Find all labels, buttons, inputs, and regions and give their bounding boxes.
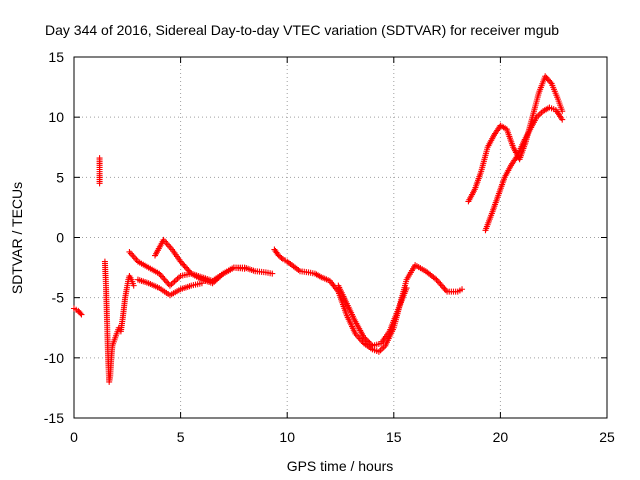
- data-point: [181, 263, 188, 270]
- plot-frame: [73, 56, 608, 419]
- x-tick-label: 0: [70, 429, 78, 445]
- data-point: [174, 275, 181, 282]
- data-point: [363, 337, 370, 344]
- series-seg-loopb: [134, 276, 205, 299]
- series-seg-trackb: [152, 236, 248, 284]
- data-point: [438, 282, 445, 289]
- data-point: [278, 254, 285, 261]
- y-tick-label: 15: [48, 49, 64, 65]
- data-point: [441, 285, 448, 292]
- x-tick-label: 20: [493, 429, 509, 445]
- data-point: [362, 335, 369, 342]
- data-point: [78, 311, 85, 318]
- chart-title: Day 344 of 2016, Sidereal Day-to-day VTE…: [45, 22, 559, 38]
- series-seg-late2: [482, 104, 566, 234]
- data-point: [180, 261, 187, 268]
- x-tick-label: 15: [386, 429, 402, 445]
- data-point: [365, 338, 372, 345]
- data-point: [96, 180, 103, 187]
- series-seg-late1: [465, 73, 566, 205]
- x-tick-label: 10: [279, 429, 295, 445]
- data-point: [162, 278, 169, 285]
- data-point: [158, 273, 165, 280]
- data-point: [437, 281, 444, 288]
- data-point: [368, 341, 375, 348]
- x-tick-label: 25: [599, 429, 615, 445]
- data-point: [436, 279, 443, 286]
- data-point: [366, 339, 373, 346]
- data-point: [166, 282, 173, 289]
- y-tick-label: -10: [44, 350, 64, 366]
- data-point: [77, 310, 84, 317]
- data-point: [360, 334, 367, 341]
- series-seg-midb: [335, 282, 410, 349]
- grid: [74, 57, 607, 418]
- data-point: [543, 74, 550, 81]
- data-point: [403, 285, 410, 292]
- data-point: [440, 284, 447, 291]
- data-point: [459, 286, 466, 293]
- data-points: [71, 73, 566, 385]
- data-point: [171, 278, 178, 285]
- data-point: [547, 79, 554, 86]
- data-point: [559, 108, 566, 115]
- y-tick-label: -5: [52, 290, 65, 306]
- series-seg-spike: [96, 155, 103, 187]
- y-tick-label: -15: [44, 410, 64, 426]
- y-tick-label: 5: [56, 169, 64, 185]
- data-point: [442, 287, 449, 294]
- data-point: [169, 279, 176, 286]
- x-axis-label: GPS time / hours: [287, 458, 394, 474]
- data-point: [173, 277, 180, 284]
- data-point: [559, 116, 566, 123]
- data-point: [182, 264, 189, 271]
- data-point: [130, 282, 137, 289]
- y-tick-label: 10: [48, 109, 64, 125]
- data-point: [269, 270, 276, 277]
- series-seg-mid: [271, 246, 466, 355]
- data-point: [434, 278, 441, 285]
- data-point: [544, 76, 551, 83]
- series-seg-start: [71, 305, 85, 318]
- data-point: [198, 280, 205, 287]
- series-seg-dip: [101, 258, 137, 385]
- data-point: [542, 73, 549, 80]
- data-point: [160, 275, 167, 282]
- y-axis-label: SDTVAR / TECUs: [9, 182, 25, 294]
- x-tick-label: 5: [177, 429, 185, 445]
- axis-ticks: 0 5 10 15 20 25 -15 -10 -5 0 5 10 15: [44, 49, 615, 445]
- data-point: [241, 265, 248, 272]
- y-tick-label: 0: [56, 230, 64, 246]
- data-point: [546, 77, 553, 84]
- data-point: [161, 276, 168, 283]
